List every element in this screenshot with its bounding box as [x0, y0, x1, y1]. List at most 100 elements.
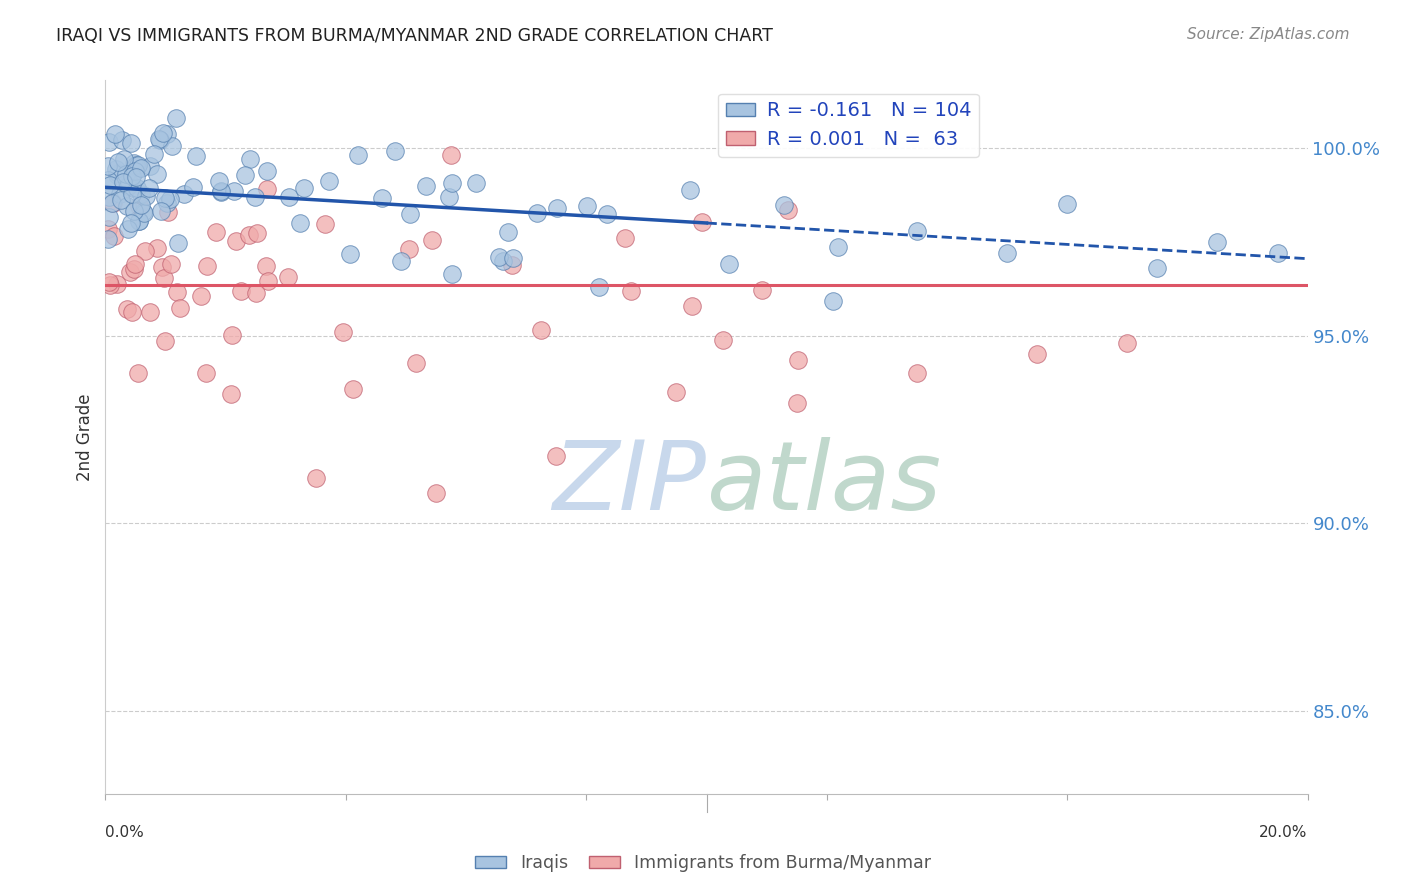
Point [157, 204, 180, 219]
Point [195, 366, 218, 380]
Point [288, 217, 311, 231]
Point [254, 260, 277, 274]
Point [134, 244, 156, 258]
Point [219, 386, 242, 401]
Point [588, 280, 610, 294]
Point [437, 190, 460, 204]
Point [181, 180, 204, 194]
Point [128, 199, 150, 213]
Point [129, 161, 152, 176]
Point [1056, 197, 1078, 211]
Point [127, 366, 149, 380]
Point [546, 449, 568, 463]
Point [546, 201, 568, 215]
Point [384, 144, 406, 158]
Point [128, 214, 150, 228]
Point [425, 486, 447, 500]
Point [711, 333, 734, 347]
Point [342, 382, 364, 396]
Point [440, 267, 463, 281]
Point [107, 166, 129, 180]
Point [98, 178, 121, 192]
Point [1116, 336, 1139, 351]
Point [138, 180, 160, 194]
Y-axis label: 2nd Grade: 2nd Grade [76, 393, 94, 481]
Point [787, 353, 810, 368]
Point [131, 205, 153, 219]
Point [905, 223, 928, 237]
Point [98, 275, 121, 289]
Point [491, 254, 513, 268]
Point [149, 133, 172, 147]
Point [121, 169, 143, 184]
Point [142, 146, 165, 161]
Point [105, 161, 128, 176]
Point [138, 305, 160, 319]
Point [256, 163, 278, 178]
Point [120, 215, 142, 229]
Point [224, 184, 246, 198]
Point [120, 136, 142, 150]
Point [823, 294, 845, 309]
Point [124, 257, 146, 271]
Point [502, 251, 524, 265]
Point [165, 111, 187, 125]
Point [398, 207, 420, 221]
Point [101, 196, 124, 211]
Point [225, 234, 247, 248]
Point [405, 356, 427, 370]
Point [97, 173, 120, 187]
Point [596, 207, 619, 221]
Point [160, 139, 183, 153]
Point [186, 149, 208, 163]
Point [314, 217, 336, 231]
Point [156, 128, 179, 142]
Point [105, 277, 128, 291]
Point [995, 246, 1018, 260]
Point [501, 258, 523, 272]
Point [138, 159, 160, 173]
Point [905, 366, 928, 380]
Point [246, 226, 269, 240]
Point [98, 210, 121, 224]
Point [1206, 235, 1229, 249]
Point [195, 259, 218, 273]
Point [129, 198, 152, 212]
Point [121, 187, 143, 202]
Point [496, 225, 519, 239]
Point [229, 284, 252, 298]
Point [221, 328, 243, 343]
Point [107, 155, 129, 169]
Point [127, 158, 149, 172]
Point [153, 270, 176, 285]
Point [129, 187, 152, 202]
Point [132, 206, 155, 220]
Point [439, 148, 461, 162]
Point [110, 187, 132, 202]
Point [115, 167, 138, 181]
Point [169, 301, 191, 315]
Text: IRAQI VS IMMIGRANTS FROM BURMA/MYANMAR 2ND GRADE CORRELATION CHART: IRAQI VS IMMIGRANTS FROM BURMA/MYANMAR 2… [56, 27, 773, 45]
Point [124, 156, 146, 170]
Point [146, 167, 169, 181]
Point [148, 132, 170, 146]
Legend: Iraqis, Immigrants from Burma/Myanmar: Iraqis, Immigrants from Burma/Myanmar [468, 847, 938, 879]
Point [318, 174, 340, 188]
Point [576, 198, 599, 212]
Point [208, 174, 231, 188]
Point [205, 225, 228, 239]
Point [149, 203, 172, 218]
Point [233, 168, 256, 182]
Text: 0.0%: 0.0% [105, 825, 145, 840]
Point [243, 190, 266, 204]
Point [679, 183, 702, 197]
Point [398, 242, 420, 256]
Text: Source: ZipAtlas.com: Source: ZipAtlas.com [1187, 27, 1350, 42]
Point [347, 147, 370, 161]
Point [125, 158, 148, 172]
Point [256, 182, 278, 196]
Point [167, 235, 190, 250]
Point [166, 285, 188, 300]
Point [488, 250, 510, 264]
Point [420, 233, 443, 247]
